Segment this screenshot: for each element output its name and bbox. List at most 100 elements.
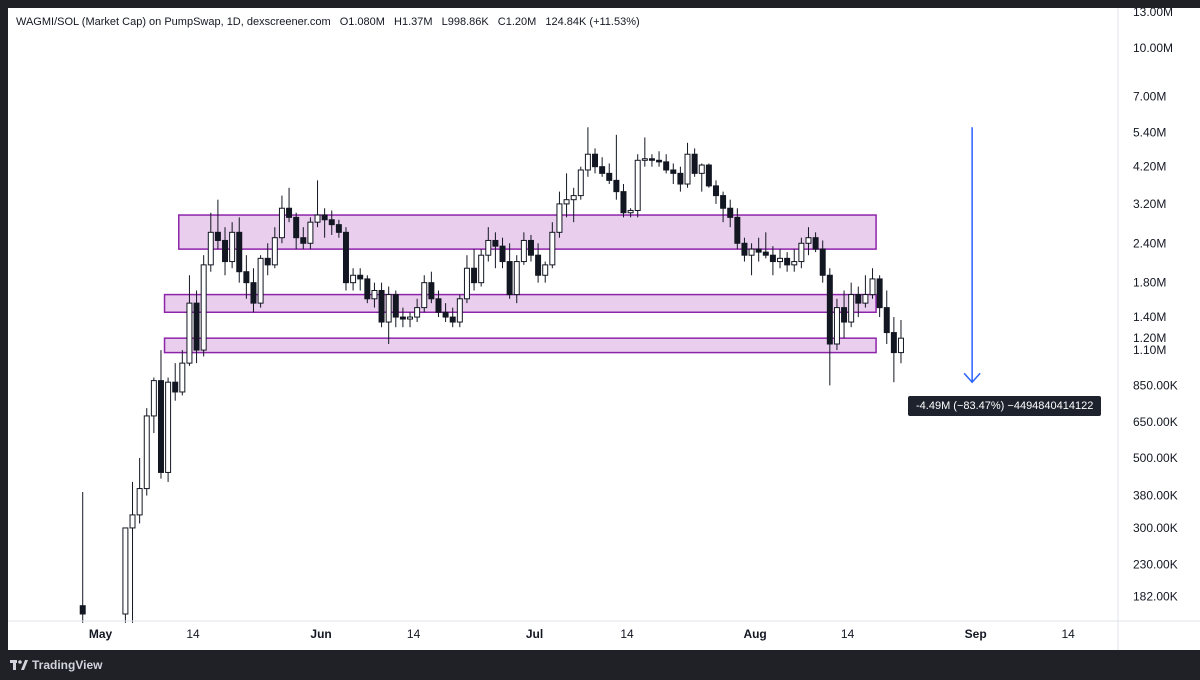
candle[interactable] (243, 255, 250, 299)
candle[interactable] (876, 275, 883, 318)
supply-demand-zone[interactable] (163, 337, 877, 354)
price-chart[interactable]: 13.00M 10.00M 7.00M 5.40M 4.20M 3.20M 2.40M 1.8… (8, 8, 1200, 650)
candle[interactable] (129, 481, 136, 623)
candle[interactable] (570, 187, 577, 223)
candle[interactable] (186, 275, 193, 366)
candle[interactable] (684, 142, 691, 188)
candle[interactable] (641, 137, 648, 167)
candle[interactable] (364, 275, 371, 304)
candle[interactable] (883, 290, 890, 344)
candle[interactable] (535, 243, 542, 283)
candle[interactable] (556, 191, 563, 238)
candle[interactable] (777, 249, 784, 269)
candle[interactable] (157, 350, 164, 479)
candle[interactable] (520, 232, 527, 265)
legend-symbol[interactable]: WAGMI/SOL (Market Cap) on PumpSwap, 1D, … (16, 16, 331, 28)
candle[interactable] (293, 212, 300, 250)
candle[interactable] (741, 237, 748, 262)
candle[interactable] (79, 492, 86, 623)
candle[interactable] (421, 275, 428, 313)
candle[interactable] (841, 290, 848, 339)
candle[interactable] (527, 234, 534, 262)
candle[interactable] (456, 294, 463, 328)
candle[interactable] (165, 377, 172, 482)
candle[interactable] (791, 249, 798, 272)
candle[interactable] (734, 208, 741, 250)
candle[interactable] (300, 227, 307, 250)
candle[interactable] (357, 268, 364, 291)
candle[interactable] (172, 363, 179, 401)
candle[interactable] (378, 282, 385, 328)
candle[interactable] (449, 307, 456, 328)
candle[interactable] (855, 286, 862, 318)
candle[interactable] (392, 290, 399, 328)
candle[interactable] (698, 163, 705, 192)
candle[interactable] (784, 252, 791, 272)
candle[interactable] (720, 191, 727, 223)
candle[interactable] (769, 246, 776, 276)
candle[interactable] (634, 154, 641, 218)
candle[interactable] (656, 151, 663, 167)
candle[interactable] (143, 408, 150, 496)
candle[interactable] (848, 282, 855, 328)
candle[interactable] (592, 148, 599, 174)
supply-demand-zone[interactable] (163, 293, 877, 314)
candle[interactable] (755, 237, 762, 262)
candle[interactable] (150, 377, 157, 434)
candle[interactable] (399, 307, 406, 328)
candle[interactable] (222, 227, 229, 276)
candle[interactable] (499, 237, 506, 269)
candle[interactable] (805, 227, 812, 256)
candle[interactable] (307, 217, 314, 250)
candle[interactable] (826, 268, 833, 386)
candle[interactable] (712, 180, 719, 204)
candle[interactable] (414, 298, 421, 323)
candle[interactable] (577, 166, 584, 200)
candle[interactable] (286, 187, 293, 223)
candle[interactable] (691, 148, 698, 177)
time-axis[interactable]: May 14 Jun 14 Jul 14 Aug 14 Sep 14 (89, 627, 1075, 641)
candle[interactable] (264, 243, 271, 276)
candle[interactable] (179, 350, 186, 396)
tradingview-logo[interactable]: TradingView (10, 658, 102, 672)
candle[interactable] (321, 208, 328, 238)
candle[interactable] (862, 275, 869, 308)
candle[interactable] (471, 249, 478, 291)
candle[interactable] (705, 163, 712, 188)
candle[interactable] (350, 268, 357, 291)
candle[interactable] (328, 210, 335, 235)
candle[interactable] (271, 227, 278, 269)
candle[interactable] (762, 232, 769, 259)
candle[interactable] (278, 195, 285, 244)
candle[interactable] (136, 458, 143, 524)
candle[interactable] (549, 222, 556, 269)
candle[interactable] (563, 173, 570, 218)
candle[interactable] (257, 255, 264, 308)
price-axis[interactable]: 13.00M 10.00M 7.00M 5.40M 4.20M 3.20M 2.40M 1.8… (1133, 8, 1178, 603)
candle[interactable] (435, 290, 442, 318)
candle[interactable] (833, 298, 840, 351)
candle[interactable] (897, 320, 904, 364)
candle[interactable] (663, 154, 670, 174)
candle[interactable] (599, 157, 606, 177)
candle[interactable] (798, 237, 805, 269)
chart-frame[interactable]: 13.00M 10.00M 7.00M 5.40M 4.20M 3.20M 2.40M 1.8… (8, 8, 1200, 650)
candle[interactable] (442, 303, 449, 323)
candle[interactable] (542, 261, 549, 283)
candle[interactable] (613, 134, 620, 200)
candle[interactable] (200, 255, 207, 357)
candle[interactable] (478, 249, 485, 287)
candle[interactable] (606, 163, 613, 185)
candle[interactable] (428, 271, 435, 304)
candle[interactable] (812, 232, 819, 253)
candle[interactable] (627, 208, 634, 218)
candle[interactable] (748, 243, 755, 276)
candle[interactable] (648, 154, 655, 167)
candle[interactable] (819, 240, 826, 283)
candle[interactable] (229, 222, 236, 269)
candle[interactable] (214, 199, 221, 250)
candle[interactable] (869, 268, 876, 299)
candle[interactable] (584, 127, 591, 177)
candle[interactable] (506, 243, 513, 299)
candle[interactable] (407, 312, 414, 328)
